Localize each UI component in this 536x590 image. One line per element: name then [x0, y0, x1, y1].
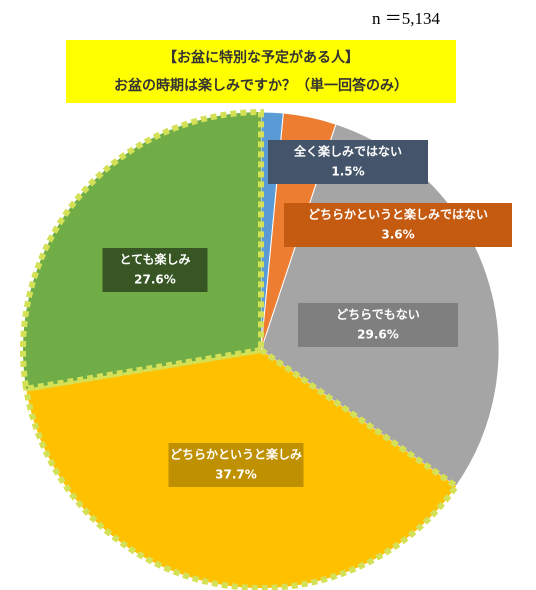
category-label: 全く楽しみではない: [293, 144, 402, 159]
value-label: 3.6%: [381, 228, 414, 242]
category-label: どちらかというと楽しみではない: [308, 207, 488, 222]
title-box: [66, 40, 456, 103]
label-box: [298, 303, 458, 347]
chart-subtitle: お盆の時期は楽しみですか？（単一回答のみ）: [114, 77, 408, 94]
label-box: [102, 248, 208, 292]
sample-size: n ＝5,134: [372, 9, 440, 28]
chart-title: 【お盆に特別な予定がある人】: [163, 49, 359, 66]
category-label: どちらでもない: [336, 308, 420, 322]
value-label: 29.6%: [357, 328, 399, 342]
labels: 全く楽しみではない 1.5% どちらかというと楽しみではない 3.6% どちらでもない 2…: [102, 140, 512, 487]
category-label: とても楽しみ: [119, 252, 190, 267]
label-box: [284, 203, 512, 247]
value-label: 37.7%: [215, 468, 257, 482]
value-label: 1.5%: [331, 165, 364, 179]
label-box: [168, 443, 304, 487]
label-box: [268, 140, 428, 184]
category-label: どちらかというと楽しみ: [170, 447, 302, 462]
value-label: 27.6%: [134, 273, 176, 287]
